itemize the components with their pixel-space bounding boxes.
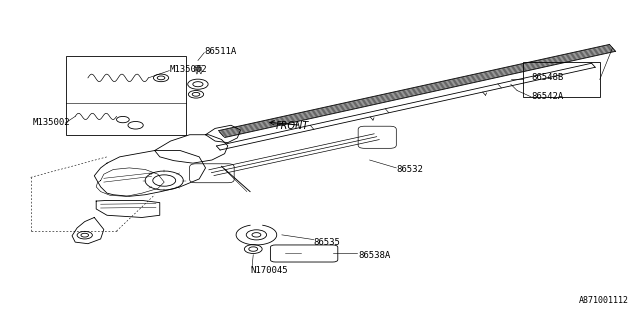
Circle shape — [244, 245, 262, 253]
Circle shape — [249, 247, 258, 251]
Circle shape — [188, 79, 208, 89]
Text: 86535: 86535 — [314, 238, 340, 247]
FancyBboxPatch shape — [524, 62, 600, 97]
Circle shape — [157, 76, 165, 80]
FancyBboxPatch shape — [271, 245, 338, 262]
Text: 86538A: 86538A — [358, 251, 390, 260]
Circle shape — [252, 233, 261, 237]
Circle shape — [153, 175, 175, 186]
Text: FRONT: FRONT — [275, 121, 308, 131]
Text: A871001112: A871001112 — [579, 296, 628, 305]
Circle shape — [193, 82, 203, 87]
Circle shape — [81, 233, 88, 237]
FancyBboxPatch shape — [358, 126, 396, 148]
Text: N170045: N170045 — [250, 266, 288, 275]
Circle shape — [188, 91, 204, 98]
Text: M135002: M135002 — [170, 66, 207, 75]
Circle shape — [116, 116, 129, 123]
Text: 86542A: 86542A — [531, 92, 563, 101]
Circle shape — [246, 230, 267, 240]
FancyBboxPatch shape — [189, 164, 234, 183]
Text: 86548B: 86548B — [531, 73, 563, 82]
FancyBboxPatch shape — [66, 56, 186, 135]
Circle shape — [145, 171, 183, 190]
Circle shape — [77, 231, 92, 239]
Text: 86511A: 86511A — [204, 47, 237, 56]
Text: M135002: M135002 — [33, 118, 70, 127]
Circle shape — [128, 122, 143, 129]
Circle shape — [154, 74, 169, 82]
Text: 86532: 86532 — [396, 165, 423, 174]
Circle shape — [192, 92, 200, 96]
